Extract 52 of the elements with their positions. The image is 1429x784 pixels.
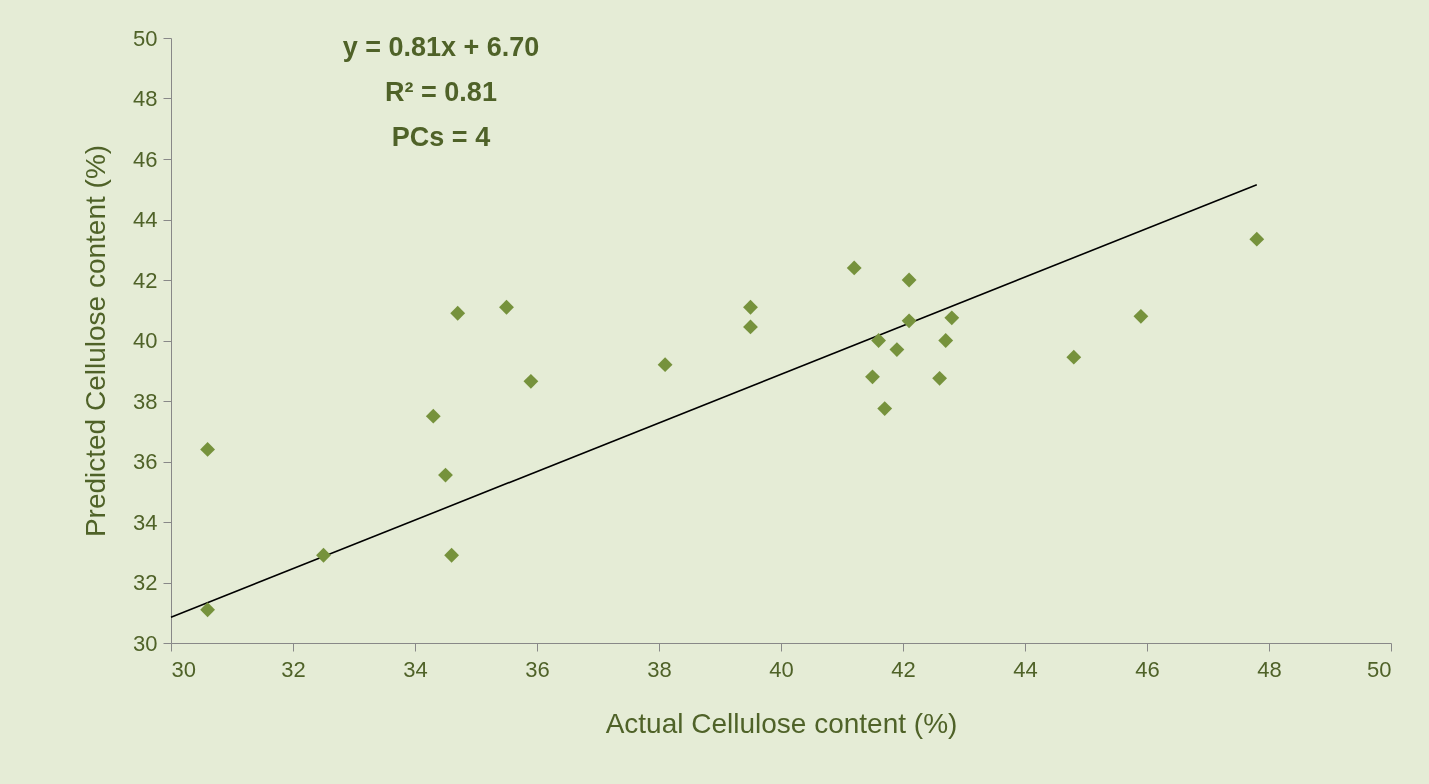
y-tick-label: 32 xyxy=(133,570,158,595)
point xyxy=(316,547,331,563)
x-tick-label: 32 xyxy=(281,656,306,682)
point xyxy=(1133,308,1149,324)
point xyxy=(425,408,441,424)
point xyxy=(871,333,887,348)
y-tick-label: 30 xyxy=(133,630,158,656)
y-axis-title: Predicted Cellulose content (%) xyxy=(80,144,112,538)
point xyxy=(944,310,960,326)
point xyxy=(901,272,917,288)
point xyxy=(877,401,893,416)
x-tick-label: 34 xyxy=(403,656,428,682)
point xyxy=(444,547,460,563)
point xyxy=(499,299,514,315)
x-tick-label: 46 xyxy=(1135,656,1160,682)
x-tick-label: 50 xyxy=(1367,656,1392,682)
point xyxy=(1249,231,1265,247)
x-tick-label: 30 xyxy=(171,656,196,682)
point xyxy=(450,305,466,321)
x-axis-title: Actual Cellulose content (%) xyxy=(605,707,958,739)
point xyxy=(657,357,673,373)
point xyxy=(200,441,216,457)
point xyxy=(901,313,917,329)
point xyxy=(846,260,862,276)
point xyxy=(1066,349,1082,365)
point xyxy=(743,299,758,315)
y-tick-label: 36 xyxy=(133,449,158,474)
point xyxy=(743,319,758,335)
x-tick-label: 44 xyxy=(1013,656,1038,682)
point xyxy=(938,333,954,348)
x-tick-label: 42 xyxy=(891,656,916,682)
point xyxy=(932,370,948,386)
point xyxy=(523,373,539,389)
annotation: PCs = 4 xyxy=(391,122,491,152)
point xyxy=(438,467,453,483)
point xyxy=(865,369,880,385)
annotation: y = 0.81x + 6.70 xyxy=(342,32,540,62)
x-tick-label: 38 xyxy=(647,656,672,682)
point xyxy=(889,342,905,357)
x-tick-label: 48 xyxy=(1257,656,1282,682)
x-tick-label: 36 xyxy=(525,656,550,682)
y-tick-label: 40 xyxy=(133,328,158,353)
y-tick-label: 46 xyxy=(133,146,158,172)
x-tick-label: 40 xyxy=(769,656,794,682)
point xyxy=(200,602,216,618)
y-tick-label: 38 xyxy=(133,388,158,414)
y-tick-label: 44 xyxy=(133,207,158,232)
y-tick-label: 34 xyxy=(133,509,158,535)
y-tick-label: 42 xyxy=(133,267,158,293)
y-tick-label: 48 xyxy=(133,86,158,111)
y-tick-label: 50 xyxy=(133,25,158,51)
annotation: R² = 0.81 xyxy=(385,77,497,107)
